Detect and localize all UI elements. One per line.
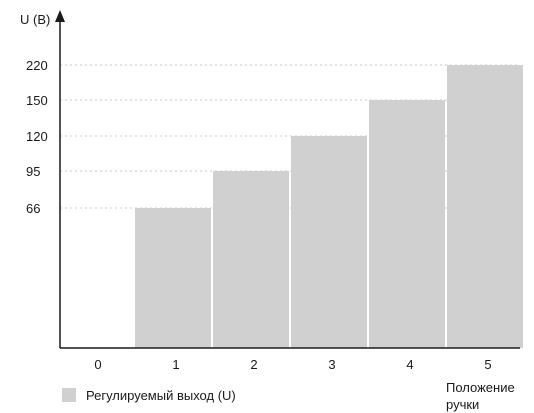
y-tick-label: 120 [26, 129, 48, 144]
x-axis-title-line-2: ручки [446, 397, 479, 412]
y-tick-label: 66 [26, 201, 40, 216]
x-tick-label: 2 [250, 357, 257, 372]
y-tick-label: 150 [26, 93, 48, 108]
y-tick-label: 220 [26, 58, 48, 73]
y-axis-title: U (В) [20, 12, 50, 27]
y-axis-arrow-icon [55, 10, 65, 22]
y-tick-label: 95 [26, 164, 40, 179]
legend-label: Регулируемый выход (U) [86, 388, 236, 403]
x-tick-labels: 0 1 2 3 4 5 [94, 357, 491, 372]
bar-5 [447, 65, 523, 348]
bar-3 [291, 136, 367, 348]
bar-2 [213, 171, 289, 348]
bar-1 [135, 208, 211, 348]
y-tick-labels: 220 150 120 95 66 [26, 58, 48, 216]
legend-swatch [62, 388, 76, 402]
legend: Регулируемый выход (U) [62, 388, 236, 403]
x-tick-label: 1 [172, 357, 179, 372]
axes [55, 10, 520, 349]
bars [135, 65, 523, 348]
x-tick-label: 3 [328, 357, 335, 372]
bar-4 [369, 100, 445, 348]
x-tick-label: 5 [484, 357, 491, 372]
x-tick-label: 4 [406, 357, 413, 372]
grid-lines [60, 64, 520, 209]
x-tick-label: 0 [94, 357, 101, 372]
x-axis-title-line-1: Положение [446, 380, 515, 395]
